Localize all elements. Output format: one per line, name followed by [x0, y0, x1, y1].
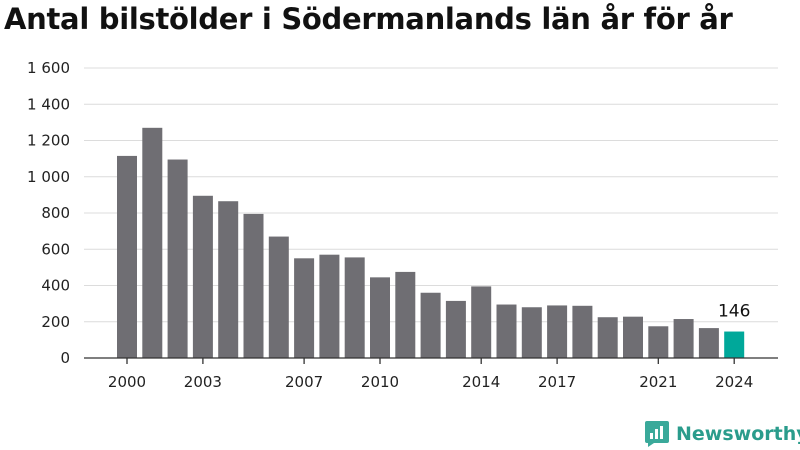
- bar: [167, 159, 188, 358]
- bar: [192, 195, 213, 358]
- y-tick-label: 1 600: [27, 59, 70, 77]
- x-tick-label: 2003: [184, 373, 222, 391]
- x-tick-label: 2010: [361, 373, 399, 391]
- x-tick-label: 2014: [462, 373, 500, 391]
- bar: [724, 331, 745, 358]
- chart-title: Antal bilstölder i Södermanlands län år …: [4, 2, 733, 36]
- bar: [698, 328, 719, 358]
- y-tick-label: 600: [41, 240, 70, 258]
- y-tick-label: 1 000: [27, 168, 70, 186]
- brand-name: Newsworthy: [676, 423, 800, 445]
- data-label: 146: [718, 302, 750, 322]
- bar: [597, 317, 618, 358]
- bar: [547, 305, 568, 358]
- bar: [572, 305, 593, 358]
- newsworthy-logo: Newsworthy: [644, 420, 800, 448]
- y-tick-label: 400: [41, 277, 70, 295]
- y-axis-ticks: 0 200 400 600 800 1 000 1 200 1 400 1 600: [27, 59, 70, 367]
- bar: [445, 300, 466, 358]
- y-tick-label: 1 200: [27, 132, 70, 150]
- bar: [648, 326, 669, 358]
- bar: [218, 201, 239, 358]
- bar: [117, 155, 137, 358]
- bar: [344, 257, 365, 358]
- y-tick-label: 0: [60, 349, 70, 367]
- bar: [420, 292, 441, 358]
- x-tick-label: 2021: [639, 373, 677, 391]
- y-tick-label: 800: [41, 204, 70, 222]
- bar: [294, 258, 315, 358]
- x-axis-ticks: 2000 2003 2007 2010 2014 2017 2021 2024: [108, 358, 753, 391]
- y-tick-label: 1 400: [27, 95, 70, 113]
- x-tick-label: 2017: [538, 373, 576, 391]
- bar: [370, 277, 390, 358]
- y-tick-label: 200: [41, 313, 70, 331]
- bar: [471, 286, 492, 358]
- grid-lines: [84, 67, 778, 323]
- bar: [319, 254, 340, 358]
- bar: [395, 271, 416, 358]
- x-tick-label: 2024: [715, 373, 753, 391]
- bar: [623, 316, 643, 358]
- bar: [142, 127, 163, 358]
- x-tick-label: 2007: [285, 373, 323, 391]
- newsworthy-logo-icon: [645, 421, 669, 447]
- x-tick-label: 2000: [108, 373, 146, 391]
- bar: [521, 307, 542, 358]
- data-labels: 146: [718, 302, 750, 322]
- bar: [496, 304, 517, 358]
- bar: [268, 236, 289, 358]
- bar: [673, 319, 694, 358]
- bars: [117, 127, 745, 358]
- bar: [243, 213, 264, 358]
